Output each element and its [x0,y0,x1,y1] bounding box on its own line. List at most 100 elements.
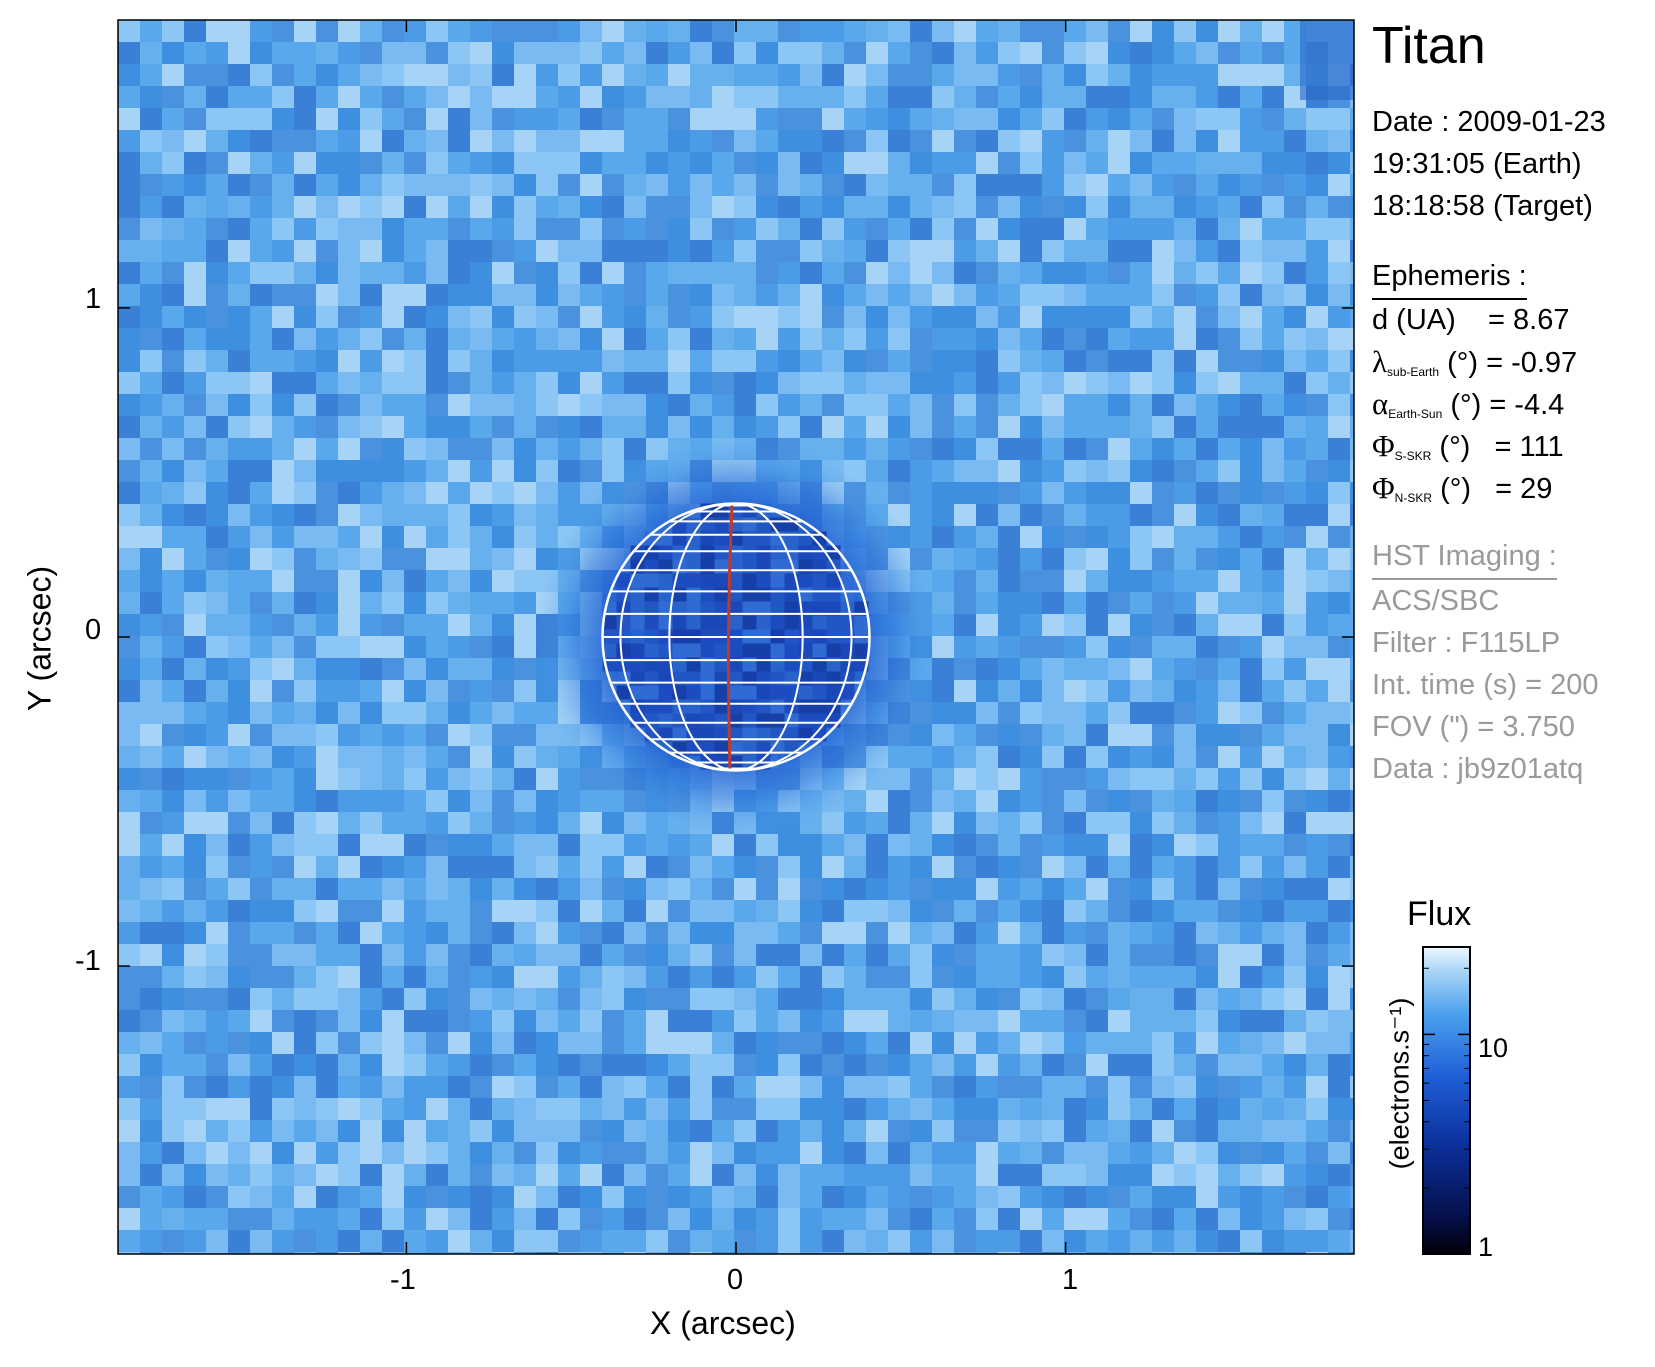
noise-pixel [184,988,206,1010]
noise-pixel [800,1098,822,1120]
noise-pixel [866,1010,888,1032]
noise-pixel [888,328,910,350]
noise-pixel [272,416,294,438]
noise-pixel [1218,1076,1240,1098]
noise-pixel [998,504,1020,526]
noise-pixel [1020,438,1042,460]
disk-pixel [728,545,743,560]
noise-pixel [1042,1142,1064,1164]
noise-pixel [646,878,668,900]
noise-pixel [910,1032,932,1054]
noise-pixel [1350,152,1354,174]
noise-pixel [162,416,184,438]
noise-pixel [602,1054,624,1076]
noise-pixel [1196,1032,1218,1054]
noise-pixel [1328,284,1350,306]
noise-pixel [844,1252,866,1254]
noise-pixel [184,108,206,130]
noise-pixel [206,658,228,680]
noise-pixel [250,1230,272,1252]
noise-pixel [272,900,294,922]
noise-pixel [690,20,712,42]
noise-pixel [272,614,294,636]
noise-pixel [690,350,712,372]
noise-pixel [316,1120,338,1142]
noise-pixel [1020,614,1042,636]
noise-pixel [206,372,228,394]
noise-pixel [162,64,184,86]
noise-pixel [492,108,514,130]
noise-pixel [118,724,140,746]
noise-pixel [1042,922,1064,944]
noise-pixel [668,1164,690,1186]
noise-pixel [250,504,272,526]
noise-pixel [492,218,514,240]
noise-pixel [1218,460,1240,482]
noise-pixel [294,548,316,570]
noise-pixel [1042,1032,1064,1054]
noise-pixel [800,64,822,86]
noise-pixel [206,900,228,922]
noise-pixel [140,680,162,702]
noise-pixel [712,64,734,86]
noise-pixel [1240,856,1262,878]
noise-pixel [1284,1230,1306,1252]
noise-pixel [184,1142,206,1164]
disk-pixel [714,503,729,518]
noise-pixel [844,372,866,394]
noise-pixel [294,394,316,416]
noise-pixel [272,1076,294,1098]
noise-pixel [272,636,294,658]
noise-pixel [932,64,954,86]
disk-pixel [840,685,855,700]
noise-pixel [250,1054,272,1076]
noise-pixel [888,284,910,306]
noise-pixel [1240,1142,1262,1164]
noise-pixel [1086,614,1108,636]
noise-pixel [1108,108,1130,130]
noise-pixel [228,1164,250,1186]
date-line: Date : 2009-01-23 [1372,106,1606,138]
noise-pixel [1350,548,1354,570]
disk-pixel [742,727,757,742]
noise-pixel [382,394,404,416]
noise-pixel [360,592,382,614]
noise-pixel [1152,680,1174,702]
noise-pixel [536,196,558,218]
noise-pixel [426,614,448,636]
noise-pixel [1328,152,1350,174]
noise-pixel [470,680,492,702]
noise-pixel [1240,768,1262,790]
disk-pixel [616,685,631,700]
noise-pixel [316,174,338,196]
noise-pixel [690,878,712,900]
noise-pixel [140,724,162,746]
noise-pixel [140,328,162,350]
noise-pixel [800,900,822,922]
noise-pixel [162,218,184,240]
noise-pixel [162,1054,184,1076]
noise-pixel [184,306,206,328]
noise-pixel [778,878,800,900]
noise-pixel [536,1208,558,1230]
disk-pixel [672,587,687,602]
noise-pixel [822,1076,844,1098]
noise-pixel [734,1230,756,1252]
noise-pixel [1130,240,1152,262]
noise-pixel [514,746,536,768]
noise-pixel [316,922,338,944]
noise-pixel [426,218,448,240]
noise-pixel [492,240,514,262]
noise-pixel [558,350,580,372]
noise-pixel [1262,1142,1284,1164]
noise-pixel [426,856,448,878]
noise-pixel [910,328,932,350]
noise-pixel [316,284,338,306]
noise-pixel [932,1208,954,1230]
noise-pixel [162,482,184,504]
noise-pixel [646,218,668,240]
noise-pixel [360,394,382,416]
noise-pixel [558,240,580,262]
noise-pixel [382,1076,404,1098]
noise-pixel [338,1120,360,1142]
